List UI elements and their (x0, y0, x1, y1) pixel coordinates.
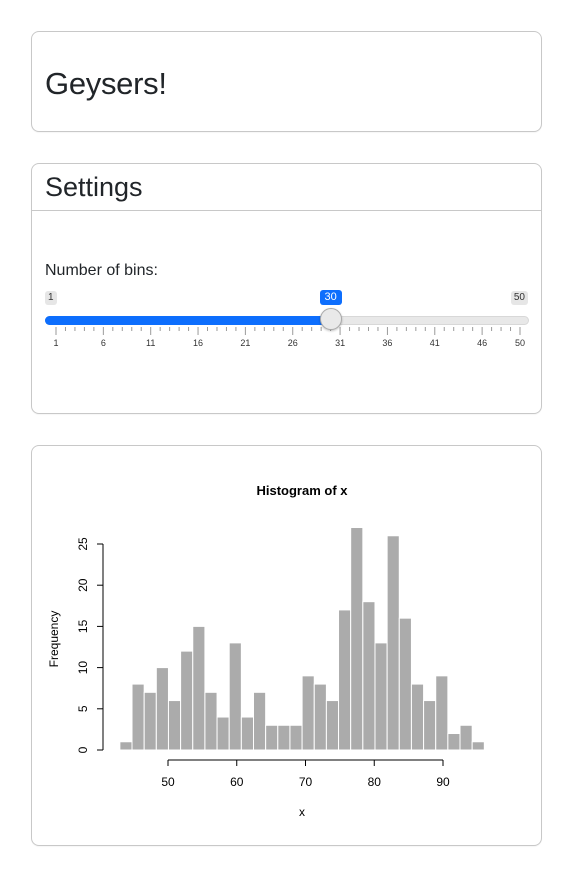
histogram-bar (119, 741, 133, 751)
y-tick-label: 0 (76, 746, 90, 753)
x-axis: 50 60 70 80 90 (161, 759, 450, 789)
x-tick-label: 60 (230, 775, 244, 789)
histogram-bar (167, 700, 182, 751)
histogram-bar (471, 741, 485, 751)
x-tick-label: 80 (368, 775, 382, 789)
x-axis-label: x (299, 805, 305, 819)
slider-tick-label: 11 (146, 338, 155, 348)
settings-card: Settings Number of bins: 1 50 30 1 6 11 16 2… (31, 163, 542, 414)
y-tick-label: 25 (76, 537, 90, 551)
y-tick-label: 10 (76, 661, 90, 675)
histogram-bars (119, 527, 485, 751)
histogram-bar (265, 724, 279, 751)
slider-max-label: 50 (510, 291, 528, 305)
histogram-bar (228, 642, 242, 751)
slider-tick-label: 36 (382, 338, 392, 348)
settings-title: Settings (45, 172, 143, 202)
histogram-bar (313, 683, 327, 751)
slider-min-label: 1 (45, 291, 57, 305)
histogram-bar (410, 683, 425, 751)
y-tick-label: 5 (76, 705, 90, 712)
histogram-bar (386, 535, 400, 751)
x-tick-label: 90 (436, 775, 450, 789)
histogram-bar (338, 609, 352, 751)
histogram-bar (155, 667, 169, 751)
histogram-plot: Histogram of x x Frequency 50 60 70 80 90 0 5… (47, 483, 485, 819)
histogram-bar (277, 724, 291, 751)
slider-tick-label: 26 (288, 338, 298, 348)
histogram-bar (289, 724, 303, 751)
page-title: Geysers! (45, 66, 167, 101)
histogram-bar (216, 716, 230, 751)
slider-value-label: 30 (319, 290, 342, 305)
histogram-bar (374, 642, 388, 751)
x-tick-label: 50 (161, 775, 175, 789)
histogram-bar (423, 700, 437, 751)
slider-grid: 1 6 11 16 21 26 31 36 41 46 50 (53, 327, 525, 348)
histogram-bar (435, 675, 449, 751)
histogram-bar (362, 601, 376, 751)
slider-tick-label: 21 (240, 338, 250, 348)
histogram-bar (180, 650, 194, 751)
histogram-bar (325, 700, 340, 751)
histogram-bar (204, 691, 218, 751)
plot-card: Histogram of x x Frequency 50 60 70 80 90 0 5… (31, 445, 542, 846)
histogram-bar (301, 675, 315, 751)
bins-label: Number of bins: (45, 262, 158, 279)
title-card: Geysers! (31, 31, 542, 132)
x-tick-label: 70 (299, 775, 313, 789)
histogram-bar (459, 724, 473, 751)
slider-tick-label: 16 (193, 338, 203, 348)
y-tick-label: 20 (76, 578, 90, 592)
y-axis: 0 5 10 15 20 25 (76, 537, 104, 753)
y-tick-label: 15 (76, 619, 90, 633)
chart-title: Histogram of x (256, 483, 348, 498)
histogram-bar (350, 527, 364, 751)
histogram-bar (131, 683, 145, 751)
histogram-bar (143, 691, 157, 751)
slider-tick-label: 50 (515, 338, 525, 348)
histogram-bar (240, 716, 255, 751)
bins-slider-handle[interactable] (319, 308, 342, 330)
histogram-bar (447, 733, 461, 751)
slider-tick-label: 1 (53, 338, 58, 348)
histogram-bar (192, 625, 206, 751)
slider-tick-label: 31 (335, 338, 345, 348)
bins-slider-fill (45, 316, 331, 325)
slider-tick-label: 6 (101, 338, 106, 348)
slider-tick-label: 46 (477, 338, 487, 348)
slider-tick-label: 41 (430, 338, 440, 348)
histogram-bar (253, 691, 267, 751)
y-axis-label: Frequency (47, 611, 61, 668)
settings-header: Settings (32, 164, 541, 211)
histogram-bar (398, 617, 412, 751)
